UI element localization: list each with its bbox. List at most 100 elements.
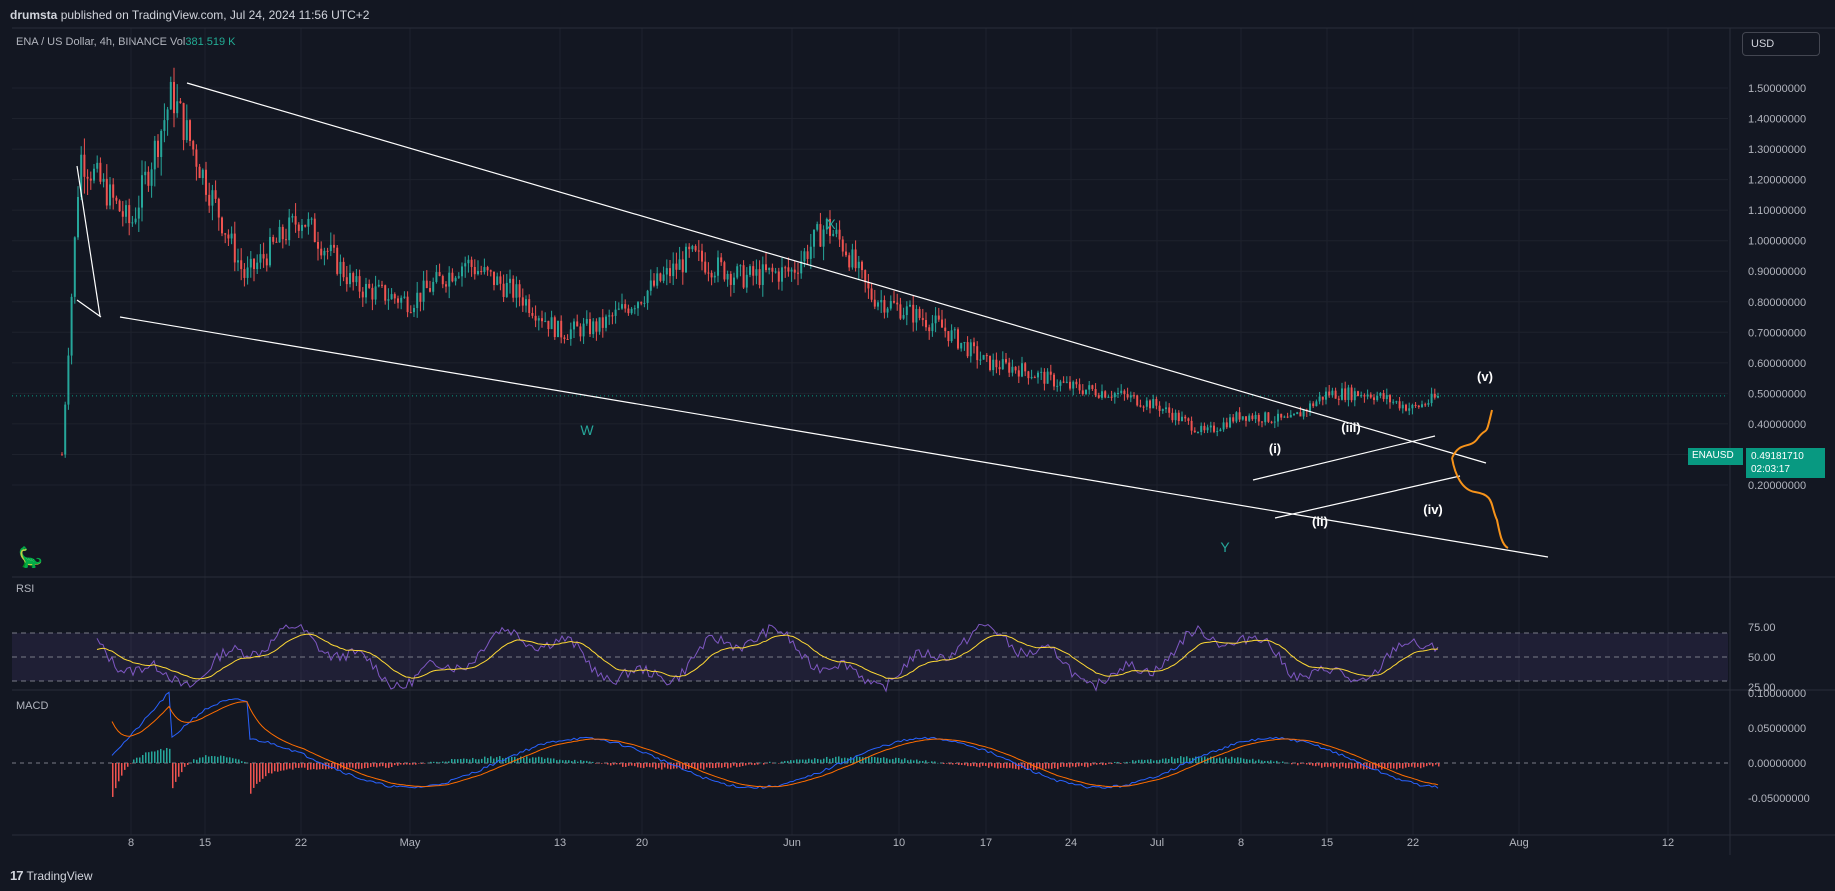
macd-histogram-bar xyxy=(658,763,660,768)
candle-body xyxy=(429,288,431,292)
candle-body xyxy=(1059,381,1062,386)
macd-histogram-bar xyxy=(499,756,501,763)
time-axis[interactable]: 8 15 22 May 13 20 Jun 10 17 24 Jul 8 15 22 Aug 12 xyxy=(128,837,1674,849)
candle-body xyxy=(528,299,531,313)
macd-histogram-bar xyxy=(613,763,615,765)
macd-histogram-bar xyxy=(1030,763,1032,769)
macd-histogram-bar xyxy=(415,763,417,765)
macd-histogram-bar xyxy=(907,760,909,763)
dinosaur-icon[interactable]: 🦕 xyxy=(18,547,43,569)
candle-body xyxy=(1225,422,1228,428)
candle-body xyxy=(281,226,284,240)
macd-histogram-bar xyxy=(1360,763,1362,769)
candle-body xyxy=(518,284,521,298)
macd-histogram-bar xyxy=(1081,763,1083,766)
macd-histogram-bar xyxy=(466,758,468,763)
candle-body xyxy=(729,273,732,285)
candle-body xyxy=(745,274,748,288)
macd-histogram-bar xyxy=(934,761,936,763)
macd-histogram-bar xyxy=(1027,763,1029,770)
candle-body xyxy=(697,250,700,252)
macd-histogram-bar xyxy=(1003,763,1005,768)
macd-histogram-bar xyxy=(397,763,399,766)
tradingview-logo[interactable]: 17 TradingView xyxy=(10,868,93,883)
candle-body xyxy=(326,250,329,252)
rsi-title[interactable]: RSI xyxy=(16,583,35,595)
macd-histogram-bar xyxy=(979,763,981,768)
candle-body xyxy=(1257,414,1260,422)
time-tick-label: 15 xyxy=(199,837,211,849)
candle-body xyxy=(617,308,620,310)
candle-body xyxy=(297,224,300,231)
macd-histogram-bar xyxy=(562,760,564,763)
candle-body xyxy=(784,267,787,269)
candle-body xyxy=(662,274,665,281)
candle-body xyxy=(70,296,73,356)
macd-histogram-bar xyxy=(508,756,510,763)
macd-histogram-bar xyxy=(373,763,375,767)
candle-body xyxy=(144,171,147,176)
macd-histogram-bar xyxy=(880,757,882,763)
macd-histogram-bar xyxy=(1210,756,1212,763)
macd-histogram-bar xyxy=(826,756,828,763)
price-tick-label: 0.70000000 xyxy=(1748,327,1806,339)
macd-histogram-bar xyxy=(619,763,621,765)
candle-body xyxy=(515,284,518,298)
candle-body xyxy=(227,234,230,239)
macd-title[interactable]: MACD xyxy=(16,700,49,712)
macd-histogram-bar xyxy=(493,758,495,763)
macd-histogram-bar xyxy=(961,763,963,765)
candle-body xyxy=(131,222,134,224)
macd-histogram-bar xyxy=(661,763,663,770)
candle-body xyxy=(169,81,172,110)
candle-body xyxy=(893,301,895,303)
macd-histogram-bar xyxy=(1018,763,1020,770)
candle-body xyxy=(1053,374,1055,387)
symbol-legend[interactable]: ENA / US Dollar, 4h, BINANCE Vol381.519 … xyxy=(16,36,236,48)
macd-histogram-bar xyxy=(721,763,723,768)
candle-body xyxy=(333,244,335,248)
candle-body xyxy=(1229,417,1231,428)
candle-body xyxy=(803,251,806,262)
candle-body xyxy=(1337,398,1340,400)
candle-body xyxy=(925,320,927,328)
candle-body xyxy=(400,297,403,303)
candle-body xyxy=(630,308,633,314)
price-axis[interactable]: 1.50000000 1.40000000 1.30000000 1.20000000… xyxy=(1748,83,1810,805)
macd-histogram-bar xyxy=(589,761,591,763)
macd-histogram-bar xyxy=(181,763,183,773)
candle-body xyxy=(1049,371,1052,375)
candle-body xyxy=(614,309,617,316)
macd-histogram-bar xyxy=(928,762,930,763)
candle-body xyxy=(419,292,422,302)
candle-body xyxy=(96,162,99,169)
macd-histogram-bar xyxy=(424,763,426,764)
macd-histogram-bar xyxy=(1063,763,1065,767)
candle-body xyxy=(115,197,118,201)
macd-histogram-bar xyxy=(1432,763,1434,767)
candle-body xyxy=(416,292,419,309)
macd-histogram-bar xyxy=(616,763,618,765)
candle-body xyxy=(163,120,166,131)
candle-body xyxy=(889,301,892,309)
candle-body xyxy=(294,216,297,225)
author-name[interactable]: drumsta xyxy=(10,8,58,22)
currency-button[interactable]: USD xyxy=(1742,32,1820,56)
candle-body xyxy=(851,249,854,268)
candle-body xyxy=(1155,398,1158,406)
candle-body xyxy=(291,216,294,218)
macd-tick-label: 0.10000000 xyxy=(1748,688,1806,700)
macd-histogram-bar xyxy=(712,763,714,769)
macd-histogram-bar xyxy=(145,752,147,763)
macd-histogram-bar xyxy=(331,763,333,770)
candle-body xyxy=(861,261,863,271)
candle-body xyxy=(761,264,764,285)
candle-body xyxy=(739,265,742,267)
candle-body xyxy=(813,229,815,247)
macd-histogram-bar xyxy=(1261,760,1263,763)
candle-body xyxy=(192,140,195,150)
candle-body xyxy=(557,320,559,338)
candle-body xyxy=(883,300,886,313)
candle-body xyxy=(848,255,851,268)
